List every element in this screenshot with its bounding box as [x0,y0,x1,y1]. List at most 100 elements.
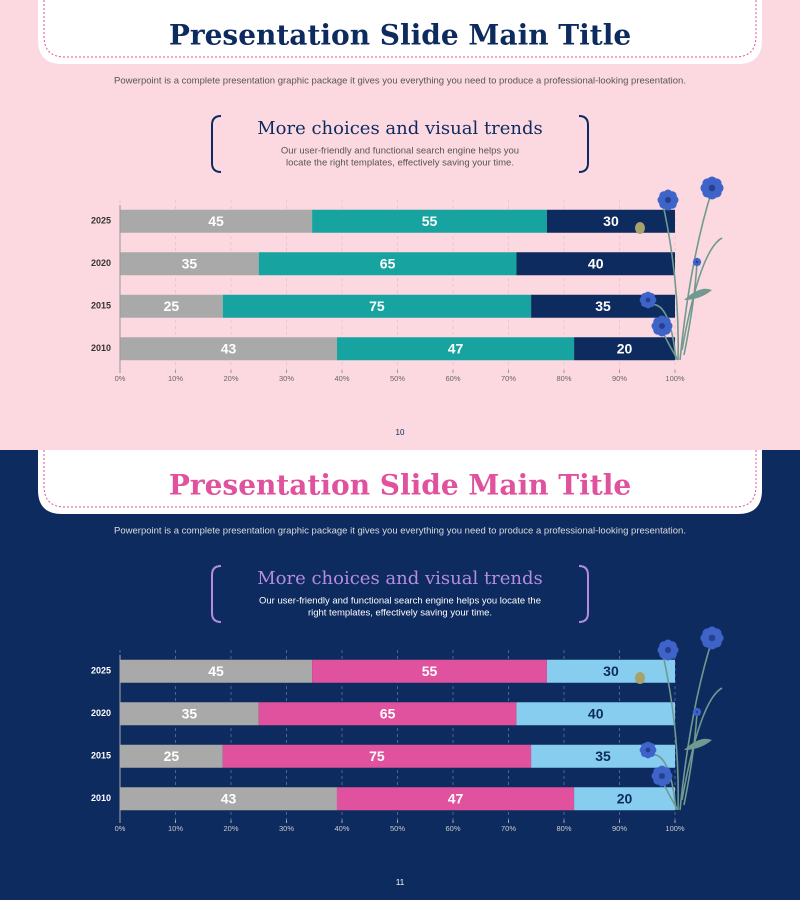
bracket-right [578,565,589,623]
flower-stem [681,687,723,801]
bar-label: 30 [603,663,619,679]
bar-label: 65 [380,255,396,271]
flower-leaf [684,738,712,750]
x-tick-label: 10% [168,374,183,383]
section-heading: More choices and visual trends [257,118,543,139]
bar-label: 25 [164,298,180,314]
bar-segment [336,787,575,811]
y-tick-label: 2010 [91,343,111,353]
x-tick-label: 30% [279,374,294,383]
bar-label: 43 [221,340,237,356]
x-tick-label: 70% [501,374,516,383]
bar-label: 20 [617,340,633,356]
bar-segment [574,337,675,361]
flower-center [695,260,699,264]
x-tick-label: 100% [665,374,685,383]
flower-stem [683,711,698,806]
flower-center [665,647,671,653]
bar-label: 55 [422,213,438,229]
title-tab-border [43,450,757,508]
bar-label: 47 [448,790,464,806]
slide: Presentation Slide Main Title Powerpoint … [0,0,800,450]
bar-segment [120,787,337,811]
x-tick-label: 100% [665,824,685,833]
flower-center [659,323,665,329]
bar-segment [336,337,575,361]
bar-label: 30 [603,213,619,229]
bar-segment [516,252,675,276]
page-number: 11 [396,878,405,887]
x-tick-label: 10% [168,824,183,833]
bar-segment [120,209,313,233]
bar-label: 65 [380,705,396,721]
bar-label: 45 [208,213,224,229]
bar-label: 40 [588,705,604,721]
section-text: locate the right templates, effectively … [286,158,514,169]
flower-center [645,297,651,303]
bar-label: 47 [448,340,464,356]
x-tick-label: 60% [445,374,460,383]
bar-label: 75 [369,748,385,764]
bracket-left [211,565,222,623]
bar-segment [574,787,675,811]
bar-segment [312,209,547,233]
bar-segment [258,252,517,276]
flower-stem [661,649,679,811]
title-tab-border [43,0,757,58]
bar-segment [222,744,532,768]
x-tick-label: 80% [556,374,571,383]
flower-stem [683,261,698,356]
bar-label: 35 [595,298,611,314]
flower-stem [679,639,713,811]
x-tick-label: 20% [223,824,238,833]
y-tick-label: 2020 [91,258,111,268]
y-tick-label: 2020 [91,708,111,718]
bar-segment [531,744,675,768]
y-tick-label: 2025 [91,216,111,226]
bar-label: 35 [595,748,611,764]
flower-leaf [684,288,712,300]
bar-segment [120,337,337,361]
bar-segment [258,702,517,726]
flower-bud [635,222,645,234]
bar-segment [222,294,532,318]
bar-label: 20 [617,790,633,806]
title-tab [38,450,762,514]
y-tick-label: 2015 [91,751,111,761]
bar-label: 43 [221,790,237,806]
y-tick-label: 2025 [91,666,111,676]
section-heading: More choices and visual trends [257,568,543,589]
flower-stem [661,199,679,361]
x-tick-label: 90% [612,374,627,383]
slide-description: Powerpoint is a complete presentation gr… [114,526,686,537]
slide: Presentation Slide Main Title Powerpoint … [0,450,800,900]
flower-center [695,710,699,714]
bar-segment [120,294,223,318]
bar-segment [531,294,675,318]
x-tick-label: 50% [390,374,405,383]
x-tick-label: 60% [445,824,460,833]
bar-segment [120,702,259,726]
x-tick-label: 20% [223,374,238,383]
bar-label: 45 [208,663,224,679]
x-tick-label: 30% [279,824,294,833]
page-number: 10 [396,428,405,437]
flower-center [708,184,716,192]
bar-segment [312,659,547,683]
x-tick-label: 0% [115,374,126,383]
slide-description: Powerpoint is a complete presentation gr… [114,76,686,87]
section-text: Our user-friendly and functional search … [281,146,519,157]
bar-label: 55 [422,663,438,679]
flower-stem [681,237,723,351]
bar-segment [516,702,675,726]
slide-title: Presentation Slide Main Title [169,19,631,52]
x-tick-label: 40% [334,824,349,833]
bracket-left [211,115,222,173]
slide-title: Presentation Slide Main Title [169,469,631,502]
bar-segment [120,252,259,276]
bar-label: 35 [182,705,198,721]
bar-label: 40 [588,255,604,271]
flower-center [665,197,671,203]
bar-segment [120,659,313,683]
